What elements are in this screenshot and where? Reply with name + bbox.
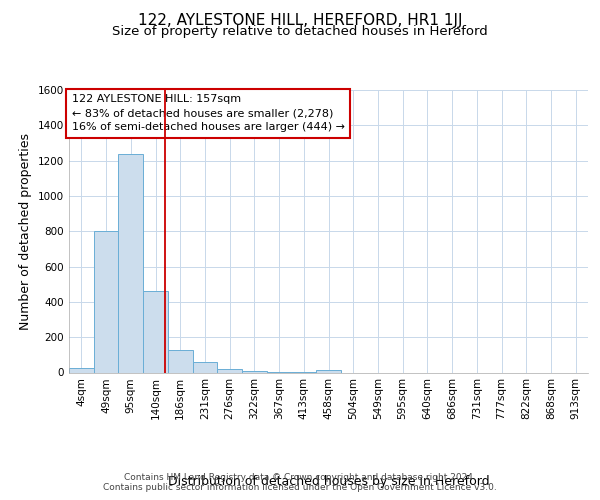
Text: Contains HM Land Registry data © Crown copyright and database right 2024.
Contai: Contains HM Land Registry data © Crown c… bbox=[103, 473, 497, 492]
Bar bbox=[316, 370, 341, 372]
X-axis label: Distribution of detached houses by size in Hereford: Distribution of detached houses by size … bbox=[167, 475, 490, 488]
Bar bbox=[168, 350, 193, 372]
Bar bbox=[242, 370, 267, 372]
Bar bbox=[94, 231, 118, 372]
Bar bbox=[193, 362, 217, 372]
Y-axis label: Number of detached properties: Number of detached properties bbox=[19, 132, 32, 330]
Bar bbox=[118, 154, 143, 372]
Text: 122, AYLESTONE HILL, HEREFORD, HR1 1JJ: 122, AYLESTONE HILL, HEREFORD, HR1 1JJ bbox=[138, 12, 462, 28]
Bar bbox=[69, 368, 94, 372]
Bar bbox=[217, 369, 242, 372]
Text: Size of property relative to detached houses in Hereford: Size of property relative to detached ho… bbox=[112, 25, 488, 38]
Bar bbox=[143, 292, 168, 372]
Text: 122 AYLESTONE HILL: 157sqm
← 83% of detached houses are smaller (2,278)
16% of s: 122 AYLESTONE HILL: 157sqm ← 83% of deta… bbox=[71, 94, 344, 132]
